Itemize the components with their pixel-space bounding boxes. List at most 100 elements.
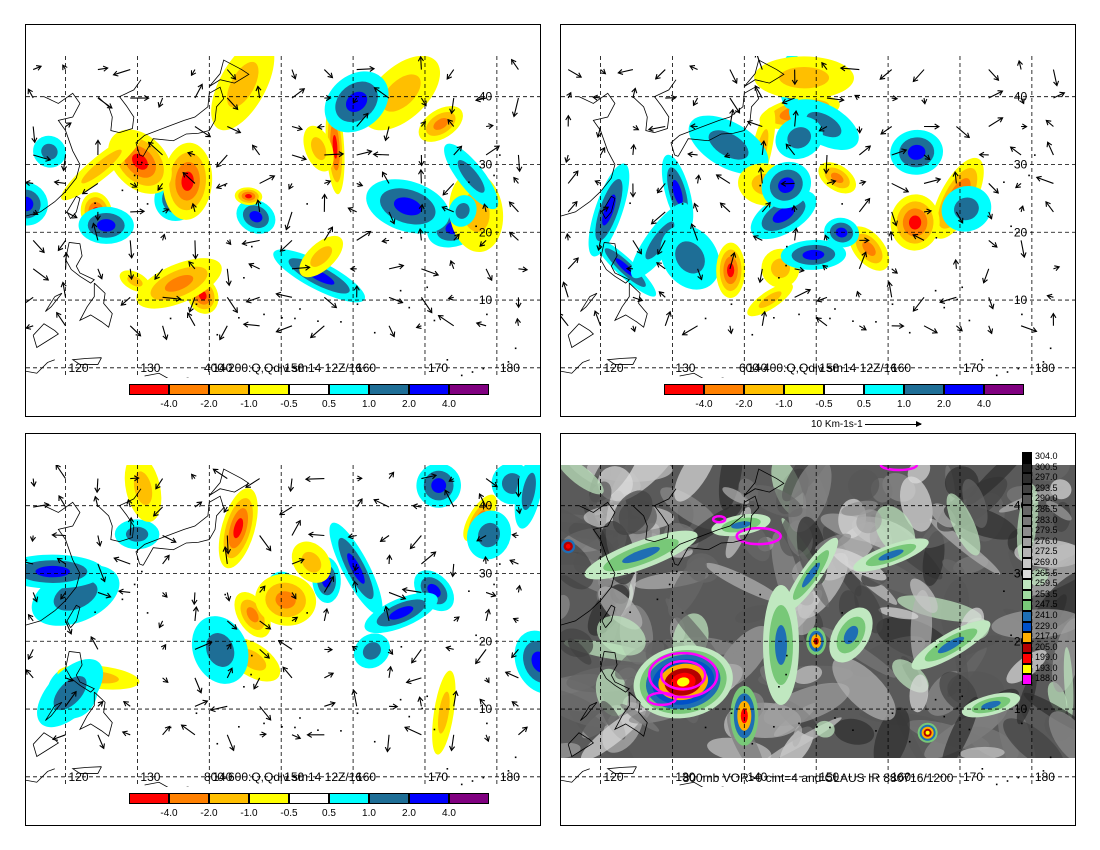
lat-label: 30 bbox=[1014, 157, 1028, 171]
colorbar-swatch bbox=[1022, 473, 1032, 484]
lon-label: 160 bbox=[356, 770, 376, 784]
lon-label: 150 bbox=[284, 770, 304, 784]
colorbar-label: 253.5 bbox=[1035, 588, 1058, 599]
colorbar-swatch bbox=[864, 384, 904, 395]
map-area: 120 130 140 150 160 170 180 10 20 30 40 bbox=[26, 56, 540, 378]
colorbar-swatch bbox=[449, 384, 489, 395]
panel-600-400: 120 130 140 150 160 170 180 10 20 30 40 600-400:Q,… bbox=[560, 24, 1076, 430]
colorbar-swatch bbox=[249, 793, 289, 804]
lon-label: 140 bbox=[212, 770, 232, 784]
ir-colorbar-entry: 193.0 bbox=[1022, 662, 1074, 675]
reference-arrow-icon bbox=[864, 420, 922, 427]
colorbar-label: 1.0 bbox=[362, 399, 376, 410]
colorbar-label: 241.0 bbox=[1035, 609, 1058, 620]
colorbar-swatch bbox=[129, 384, 169, 395]
divergence-colorbar: -4.0 -2.0 -1.0 -0.5 0.5 1.0 2.0 4.0 bbox=[129, 793, 489, 819]
lon-label: 170 bbox=[428, 770, 448, 784]
ir-colorbar-entry: 290.0 bbox=[1022, 493, 1074, 505]
lon-label: 170 bbox=[963, 770, 983, 784]
panel-caption: 600-400:Q,Qdiv sm14 12Z/16 bbox=[738, 361, 898, 375]
lon-label: 120 bbox=[69, 361, 89, 375]
colorbar-label: 193.0 bbox=[1035, 662, 1058, 673]
lon-label: 120 bbox=[604, 361, 624, 375]
ir-colorbar-entry: 199.0 bbox=[1022, 652, 1074, 664]
ir-colorbar-entry: 286.5 bbox=[1022, 503, 1074, 516]
colorbar-label: 4.0 bbox=[977, 399, 991, 410]
lon-label: 160 bbox=[356, 361, 376, 375]
colorbar-label: 290.0 bbox=[1035, 493, 1058, 504]
lon-label: 130 bbox=[140, 770, 160, 784]
colorbar-swatch bbox=[1022, 515, 1032, 527]
colorbar-swatch bbox=[784, 384, 824, 395]
colorbar-swatch bbox=[289, 793, 329, 804]
colorbar-swatch bbox=[449, 793, 489, 804]
lon-label: 160 bbox=[891, 770, 911, 784]
colorbar-swatch bbox=[824, 384, 864, 395]
colorbar-label: 297.0 bbox=[1035, 472, 1058, 483]
lon-label: 140 bbox=[747, 361, 767, 375]
colorbar-swatch bbox=[1022, 674, 1032, 686]
colorbar-swatch bbox=[169, 793, 209, 804]
colorbar-label: 1.0 bbox=[362, 808, 376, 819]
colorbar-swatch bbox=[1022, 483, 1032, 495]
ir-colorbar-entry: 253.5 bbox=[1022, 588, 1074, 601]
lon-label: 150 bbox=[819, 770, 839, 784]
ir-colorbar-entry: 272.5 bbox=[1022, 546, 1074, 558]
colorbar-swatch bbox=[169, 384, 209, 395]
colorbar-swatch bbox=[1022, 536, 1032, 548]
colorbar-label: -4.0 bbox=[160, 399, 178, 410]
divergence-colorbar: -4.0 -2.0 -1.0 -0.5 0.5 1.0 2.0 4.0 bbox=[129, 384, 489, 410]
colorbar-swatch bbox=[944, 384, 984, 395]
lon-label: 180 bbox=[1035, 361, 1055, 375]
colorbar-label: 4.0 bbox=[442, 399, 456, 410]
lon-label: 170 bbox=[428, 361, 448, 375]
ir-colorbar-entry: 304.0 bbox=[1022, 451, 1074, 463]
colorbar-label: 199.0 bbox=[1035, 652, 1058, 663]
lat-label: 10 bbox=[1014, 293, 1028, 307]
reference-vector: 10 Km-1s-1 bbox=[811, 419, 922, 430]
colorbar-label: -0.5 bbox=[280, 399, 298, 410]
lon-label: 180 bbox=[500, 361, 520, 375]
colorbar-swatch bbox=[1022, 621, 1032, 633]
colorbar-label: -4.0 bbox=[160, 808, 178, 819]
colorbar-label: -1.0 bbox=[775, 399, 793, 410]
lat-label: 40 bbox=[479, 499, 493, 513]
colorbar-label: 0.5 bbox=[322, 399, 336, 410]
colorbar-swatch bbox=[249, 384, 289, 395]
panel-800-600: 120 130 140 150 160 170 180 10 20 30 40 800-600:Q,… bbox=[25, 433, 541, 826]
colorbar-label: 286.5 bbox=[1035, 503, 1058, 514]
panel-caption: 400-200:Q,Qdiv sm14 12Z/16 bbox=[203, 361, 363, 375]
reference-vector-label: 10 Km-1s-1 bbox=[811, 419, 863, 430]
colorbar-swatch bbox=[904, 384, 944, 395]
colorbar-swatch bbox=[369, 793, 409, 804]
panel-ir-vorticity: 120 130 140 150 160 170 180 10 20 30 40 800mb VOR>… bbox=[560, 433, 1076, 826]
colorbar-label: 2.0 bbox=[402, 808, 416, 819]
ir-colorbar-entry: 259.5 bbox=[1022, 578, 1074, 590]
colorbar-swatch bbox=[984, 384, 1024, 395]
colorbar-swatch bbox=[704, 384, 744, 395]
colorbar-swatch bbox=[664, 384, 704, 395]
colorbar-label: 293.5 bbox=[1035, 482, 1058, 493]
colorbar-swatch bbox=[1022, 526, 1032, 537]
colorbar-label: 205.0 bbox=[1035, 641, 1058, 652]
ir-colorbar-entry: 205.0 bbox=[1022, 641, 1074, 654]
colorbar-label: -0.5 bbox=[815, 399, 833, 410]
colorbar-swatch bbox=[329, 793, 369, 804]
colorbar-label: -1.0 bbox=[240, 808, 258, 819]
colorbar-swatch bbox=[1022, 642, 1032, 654]
colorbar-swatch bbox=[1022, 579, 1032, 590]
lat-label: 20 bbox=[479, 225, 493, 239]
colorbar-swatch bbox=[1022, 557, 1032, 569]
lat-label: 30 bbox=[479, 566, 493, 580]
lat-label: 40 bbox=[1014, 90, 1028, 104]
colorbar-swatch bbox=[1022, 494, 1032, 505]
colorbar-swatch bbox=[409, 793, 449, 804]
colorbar-label: -0.5 bbox=[280, 808, 298, 819]
colorbar-label: 269.0 bbox=[1035, 556, 1058, 567]
lon-label: 130 bbox=[675, 770, 695, 784]
colorbar-swatch bbox=[1022, 600, 1032, 611]
colorbar-label: 217.0 bbox=[1035, 631, 1058, 642]
ir-colorbar-entry: 217.0 bbox=[1022, 631, 1074, 643]
map-area: 120 130 140 150 160 170 180 10 20 30 40 bbox=[561, 56, 1075, 378]
colorbar-label: 2.0 bbox=[937, 399, 951, 410]
